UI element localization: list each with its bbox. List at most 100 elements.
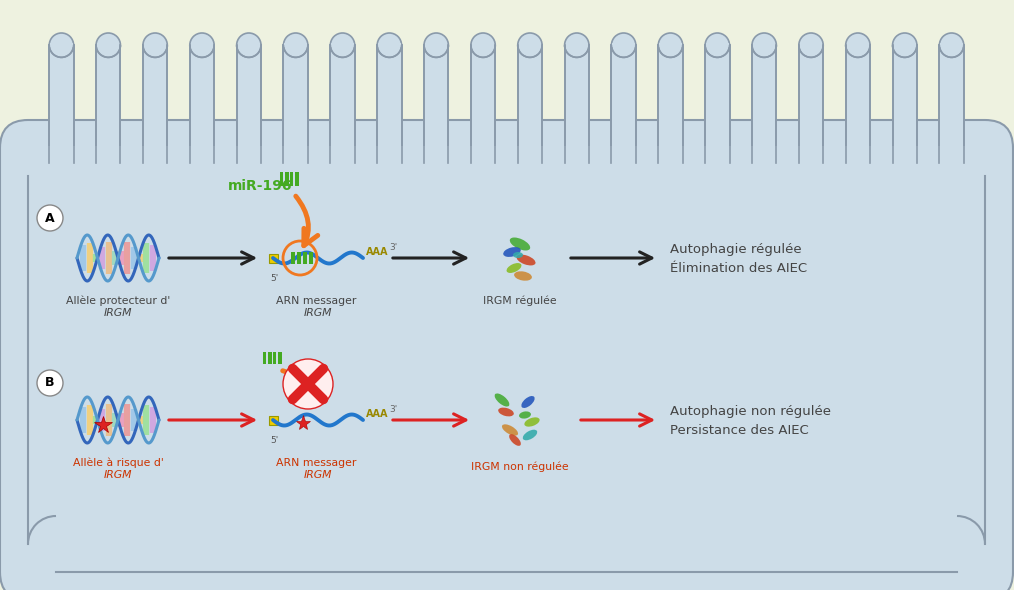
Bar bbox=[278, 352, 282, 364]
Bar bbox=[290, 172, 292, 186]
Bar bbox=[96, 45, 121, 163]
Bar bbox=[940, 43, 962, 47]
Text: IRGM non régulée: IRGM non régulée bbox=[472, 462, 569, 473]
Bar bbox=[519, 43, 541, 47]
Bar bbox=[846, 45, 870, 163]
Bar bbox=[269, 415, 278, 424]
Ellipse shape bbox=[846, 33, 870, 57]
Ellipse shape bbox=[752, 33, 777, 57]
Bar bbox=[297, 252, 301, 264]
Ellipse shape bbox=[50, 33, 74, 57]
Bar bbox=[566, 43, 588, 47]
Text: AAA: AAA bbox=[366, 247, 388, 257]
Ellipse shape bbox=[519, 411, 531, 418]
Bar bbox=[143, 45, 167, 163]
Ellipse shape bbox=[565, 33, 589, 57]
FancyBboxPatch shape bbox=[0, 120, 1013, 590]
Circle shape bbox=[37, 370, 63, 396]
Bar bbox=[470, 45, 495, 163]
Bar bbox=[378, 43, 401, 47]
Text: ARN messager: ARN messager bbox=[276, 458, 360, 468]
Text: Autophagie non régulée: Autophagie non régulée bbox=[670, 405, 831, 418]
Circle shape bbox=[283, 359, 333, 409]
Bar bbox=[268, 352, 272, 364]
Ellipse shape bbox=[424, 33, 448, 57]
Ellipse shape bbox=[514, 271, 532, 281]
Bar bbox=[190, 45, 214, 163]
Bar bbox=[285, 43, 307, 47]
Ellipse shape bbox=[521, 396, 534, 408]
Bar bbox=[472, 43, 494, 47]
Bar bbox=[263, 352, 266, 364]
Ellipse shape bbox=[513, 252, 523, 258]
Ellipse shape bbox=[658, 33, 682, 57]
Bar bbox=[893, 43, 916, 47]
Ellipse shape bbox=[495, 394, 509, 407]
Bar bbox=[611, 45, 636, 163]
Ellipse shape bbox=[524, 417, 539, 427]
Text: 3': 3' bbox=[389, 242, 397, 251]
Bar bbox=[706, 43, 728, 47]
Bar bbox=[144, 43, 166, 47]
Circle shape bbox=[37, 205, 63, 231]
Bar bbox=[658, 45, 682, 163]
Bar bbox=[280, 172, 283, 186]
Ellipse shape bbox=[939, 33, 963, 57]
Ellipse shape bbox=[503, 247, 521, 257]
Bar bbox=[753, 43, 776, 47]
Bar bbox=[424, 45, 448, 163]
Ellipse shape bbox=[611, 33, 636, 57]
Bar bbox=[425, 43, 447, 47]
Ellipse shape bbox=[502, 424, 518, 435]
Bar bbox=[285, 172, 289, 186]
Bar bbox=[705, 45, 729, 163]
Bar bbox=[236, 45, 261, 163]
Ellipse shape bbox=[509, 434, 521, 446]
Text: Élimination des AIEC: Élimination des AIEC bbox=[670, 261, 807, 274]
Ellipse shape bbox=[892, 33, 917, 57]
Ellipse shape bbox=[143, 33, 167, 57]
Bar bbox=[97, 43, 120, 47]
Bar bbox=[565, 45, 589, 163]
Text: Allèle protecteur d': Allèle protecteur d' bbox=[66, 296, 170, 306]
Bar bbox=[377, 45, 402, 163]
Bar bbox=[518, 45, 542, 163]
Text: IRGM: IRGM bbox=[103, 470, 132, 480]
Ellipse shape bbox=[523, 430, 537, 440]
Text: miR-196: miR-196 bbox=[228, 179, 292, 193]
Bar bbox=[284, 45, 308, 163]
Bar bbox=[892, 45, 917, 163]
Bar bbox=[30, 146, 983, 186]
Ellipse shape bbox=[470, 33, 495, 57]
Bar bbox=[191, 43, 213, 47]
Bar bbox=[303, 252, 307, 264]
Bar bbox=[50, 45, 74, 163]
Ellipse shape bbox=[96, 33, 121, 57]
Bar bbox=[612, 43, 635, 47]
Ellipse shape bbox=[516, 254, 535, 266]
Ellipse shape bbox=[377, 33, 402, 57]
Text: Autophagie régulée: Autophagie régulée bbox=[670, 244, 802, 257]
Ellipse shape bbox=[507, 263, 521, 273]
Text: IRGM: IRGM bbox=[103, 308, 132, 318]
Text: Allèle à risque d': Allèle à risque d' bbox=[73, 458, 163, 468]
Ellipse shape bbox=[331, 33, 355, 57]
Ellipse shape bbox=[498, 408, 514, 417]
Bar bbox=[309, 252, 313, 264]
Bar bbox=[295, 172, 299, 186]
Text: IRGM: IRGM bbox=[304, 470, 333, 480]
Bar bbox=[51, 43, 73, 47]
Text: AAA: AAA bbox=[366, 409, 388, 419]
Bar bbox=[752, 45, 777, 163]
Text: 5': 5' bbox=[270, 436, 278, 445]
Bar bbox=[939, 45, 963, 163]
Text: IRGM régulée: IRGM régulée bbox=[484, 296, 557, 306]
Bar bbox=[332, 43, 354, 47]
Ellipse shape bbox=[799, 33, 823, 57]
Text: 5': 5' bbox=[270, 274, 278, 283]
Bar bbox=[237, 43, 260, 47]
Ellipse shape bbox=[284, 33, 308, 57]
Ellipse shape bbox=[190, 33, 214, 57]
Ellipse shape bbox=[510, 238, 530, 251]
Text: 3': 3' bbox=[389, 405, 397, 414]
